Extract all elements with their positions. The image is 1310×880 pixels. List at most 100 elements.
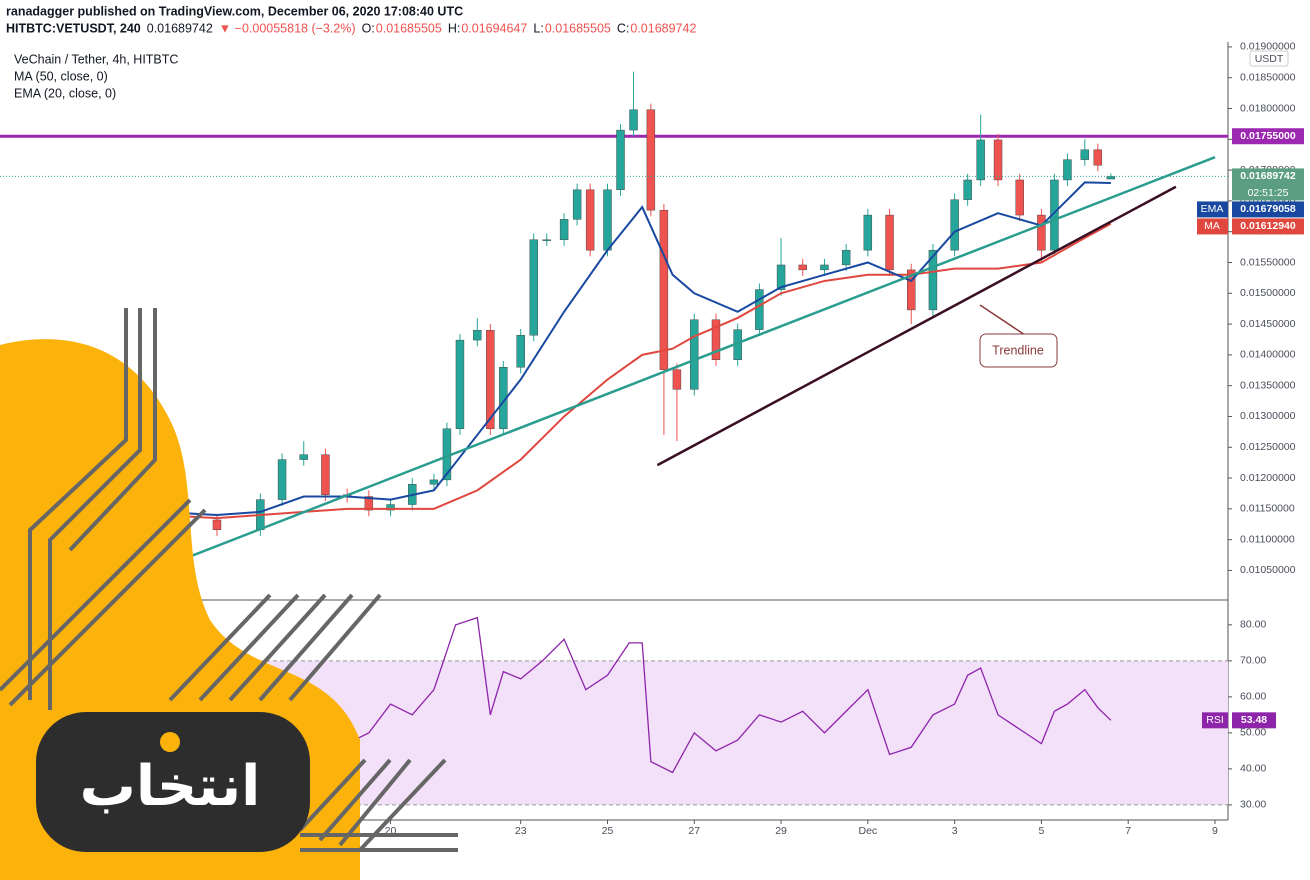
countdown: 02:51:25: [1248, 187, 1289, 199]
candle-body: [976, 139, 985, 181]
candle-body: [672, 369, 682, 390]
candle-body: [572, 189, 582, 220]
candle-body: [321, 454, 330, 495]
y-tick-label: 30.00: [1240, 799, 1266, 811]
y-tick-label: 0.01350000: [1240, 379, 1296, 391]
unit-label: USDT: [1255, 53, 1284, 65]
candle-body: [386, 504, 395, 511]
quote-part: O:: [362, 21, 375, 35]
candle-body: [455, 339, 465, 429]
candle-body: [473, 330, 482, 341]
watermark: انتخاب: [0, 308, 458, 880]
y-tick-label: 70.00: [1240, 655, 1266, 667]
indicator-tag-box: [1232, 218, 1304, 235]
candle-body: [820, 264, 829, 271]
logo-circuit: [0, 308, 458, 852]
trendline: [160, 156, 1216, 570]
candle-body: [603, 189, 612, 251]
quote-part: 0.01689742: [630, 21, 696, 35]
candle-body: [585, 189, 595, 251]
candle-body: [950, 199, 959, 251]
y-tick-label: 40.00: [1240, 763, 1266, 775]
candle-body: [1093, 149, 1103, 166]
candle-body: [529, 239, 538, 336]
x-tick-label: 9: [1212, 825, 1218, 837]
candle-body: [646, 109, 656, 211]
indicator-tag-label: 0.01679058: [1240, 203, 1296, 215]
indicator-tag-name: EMA: [1201, 203, 1224, 215]
candle-body: [963, 179, 972, 200]
candle-body: [1050, 179, 1059, 251]
candle-body: [863, 214, 873, 251]
candle-body: [798, 264, 807, 271]
y-tick-label: 0.01200000: [1240, 472, 1296, 484]
y-tick-label: 0.01500000: [1240, 287, 1296, 299]
x-tick-label: 5: [1038, 825, 1044, 837]
last-price-label: 0.01689742: [1240, 170, 1296, 182]
x-tick-label: 29: [775, 825, 787, 837]
quote-part: 0.01685505: [376, 21, 442, 35]
candle-body: [1037, 214, 1046, 251]
quote-part: C:: [617, 21, 630, 35]
quote-part: H:: [448, 21, 461, 35]
candle-body: [659, 209, 669, 370]
y-tick-label: 50.00: [1240, 727, 1266, 739]
unit-box: [1249, 50, 1289, 67]
candle-body: [542, 239, 551, 241]
logo-coin: [160, 732, 180, 752]
rsi-tag: [1202, 712, 1228, 729]
logo-text: انتخاب: [80, 754, 261, 817]
candle-body: [299, 454, 308, 460]
candle-body: [1015, 179, 1024, 216]
candle-body: [212, 519, 222, 530]
published-line: ranadagger published on TradingView.com,…: [6, 4, 463, 18]
x-tick-label: 7: [1125, 825, 1131, 837]
legend-ema: EMA (20, close, 0): [14, 86, 116, 100]
candle-body: [1063, 159, 1072, 181]
trendline: [656, 185, 1177, 467]
y-tick-label: 0.01550000: [1240, 256, 1296, 268]
quote-part: HITBTC:VETUSDT, 240: [6, 21, 141, 35]
candle-body: [841, 249, 851, 266]
quote-part: 0.01694647: [461, 21, 527, 35]
y-tick-label: 0.01800000: [1240, 102, 1296, 114]
candle-body: [1080, 149, 1090, 160]
candle-body: [776, 264, 786, 290]
indicator-tag: [1197, 201, 1228, 218]
level-tag-label: 0.01755000: [1240, 130, 1296, 142]
y-tick-label: 0.01450000: [1240, 318, 1296, 330]
indicator-tag-box: [1232, 201, 1304, 218]
candle-body: [277, 459, 287, 500]
indicator-tag: [1197, 218, 1228, 235]
indicator-line: [160, 181, 1111, 517]
indicator-tag-label: 0.01612940: [1240, 220, 1296, 232]
y-tick-label: 60.00: [1240, 691, 1266, 703]
legend-ma: MA (50, close, 0): [14, 69, 108, 83]
x-tick-label: 20: [385, 825, 397, 837]
candle-body: [711, 319, 721, 361]
x-tick-label: 23: [515, 825, 527, 837]
quote-part: 0.01685505: [545, 21, 611, 35]
chart-title: VeChain / Tether, 4h, HITBTC: [14, 52, 178, 66]
x-tick-label: 3: [952, 825, 958, 837]
y-tick-label: 0.01300000: [1240, 410, 1296, 422]
candle-body: [629, 109, 638, 131]
rsi-line: [259, 616, 1112, 774]
candle-body: [616, 129, 625, 191]
quote-line: HITBTC:VETUSDT, 240 0.01689742 ▼ −0.000558…: [6, 21, 696, 35]
y-tick-label: 0.01150000: [1240, 503, 1295, 515]
annotation-box: [979, 333, 1058, 368]
candle-body: [755, 289, 764, 330]
candle-body: [559, 219, 569, 240]
x-tick-label: 25: [602, 825, 614, 837]
y-tick-label: 0.01900000: [1240, 41, 1296, 53]
y-tick-label: 0.01400000: [1240, 349, 1296, 361]
annotation-arrow: [979, 304, 1026, 336]
logo-badge: [36, 712, 310, 852]
rsi-tag-box: [1232, 712, 1276, 729]
candle-body: [907, 269, 916, 311]
candle-body: [928, 249, 938, 311]
annotation-label: Trendline: [992, 343, 1044, 357]
quote-part: L:: [533, 21, 543, 35]
